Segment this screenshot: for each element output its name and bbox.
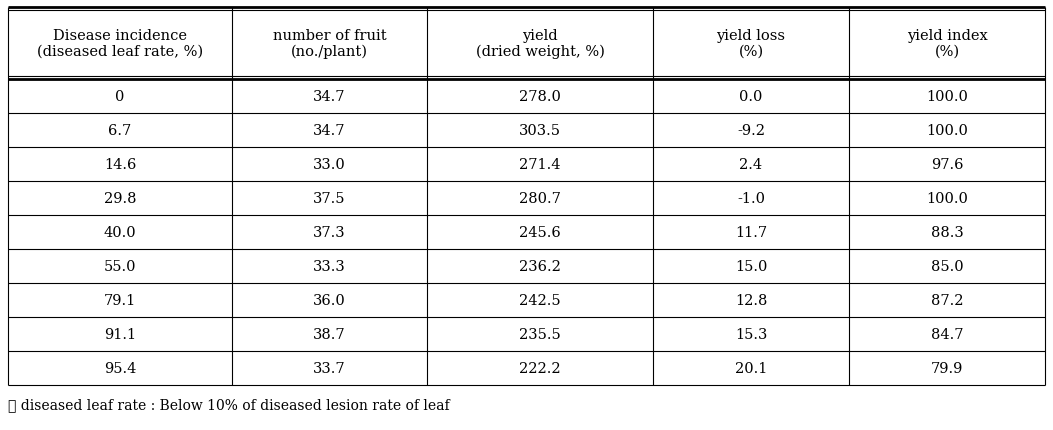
Text: 88.3: 88.3 xyxy=(931,225,963,240)
Text: 33.3: 33.3 xyxy=(313,259,345,273)
Text: 91.1: 91.1 xyxy=(104,327,136,341)
Text: 242.5: 242.5 xyxy=(519,293,561,307)
Text: 34.7: 34.7 xyxy=(313,124,345,138)
Text: -1.0: -1.0 xyxy=(737,191,766,206)
Text: 15.3: 15.3 xyxy=(735,327,768,341)
Text: 37.5: 37.5 xyxy=(313,191,345,206)
Text: 278.0: 278.0 xyxy=(519,90,561,104)
Text: 14.6: 14.6 xyxy=(104,158,136,172)
Text: number of fruit
(no./plant): number of fruit (no./plant) xyxy=(273,29,386,59)
Text: 6.7: 6.7 xyxy=(108,124,132,138)
Text: 38.7: 38.7 xyxy=(313,327,345,341)
Text: 36.0: 36.0 xyxy=(313,293,345,307)
Text: 40.0: 40.0 xyxy=(103,225,136,240)
Text: 55.0: 55.0 xyxy=(104,259,136,273)
Text: 29.8: 29.8 xyxy=(104,191,136,206)
Text: 100.0: 100.0 xyxy=(926,90,968,104)
Text: 280.7: 280.7 xyxy=(519,191,561,206)
Text: 84.7: 84.7 xyxy=(931,327,963,341)
Text: 34.7: 34.7 xyxy=(313,90,345,104)
Text: Disease incidence
(diseased leaf rate, %): Disease incidence (diseased leaf rate, %… xyxy=(37,29,203,59)
Text: 97.6: 97.6 xyxy=(931,158,963,172)
Text: 235.5: 235.5 xyxy=(519,327,561,341)
Text: 20.1: 20.1 xyxy=(735,361,768,375)
Text: 100.0: 100.0 xyxy=(926,124,968,138)
Text: 271.4: 271.4 xyxy=(519,158,561,172)
Text: 12.8: 12.8 xyxy=(735,293,768,307)
Text: 79.1: 79.1 xyxy=(104,293,136,307)
Text: 33.7: 33.7 xyxy=(313,361,345,375)
Text: yield
(dried weight, %): yield (dried weight, %) xyxy=(476,29,604,59)
Text: ※ diseased leaf rate : Below 10% of diseased lesion rate of leaf: ※ diseased leaf rate : Below 10% of dise… xyxy=(8,397,450,411)
Text: 100.0: 100.0 xyxy=(926,191,968,206)
Text: 0.0: 0.0 xyxy=(739,90,762,104)
Text: 87.2: 87.2 xyxy=(931,293,963,307)
Text: 85.0: 85.0 xyxy=(931,259,963,273)
Text: yield loss
(%): yield loss (%) xyxy=(716,29,786,59)
Text: 245.6: 245.6 xyxy=(519,225,561,240)
Text: 95.4: 95.4 xyxy=(104,361,136,375)
Text: 0: 0 xyxy=(116,90,124,104)
Text: 2.4: 2.4 xyxy=(739,158,762,172)
Text: 15.0: 15.0 xyxy=(735,259,768,273)
Text: 37.3: 37.3 xyxy=(313,225,345,240)
Text: 236.2: 236.2 xyxy=(519,259,561,273)
Text: 11.7: 11.7 xyxy=(735,225,767,240)
Text: yield index
(%): yield index (%) xyxy=(907,29,988,59)
Text: 222.2: 222.2 xyxy=(519,361,561,375)
Text: 79.9: 79.9 xyxy=(931,361,963,375)
Text: 33.0: 33.0 xyxy=(313,158,345,172)
Text: -9.2: -9.2 xyxy=(737,124,766,138)
Text: 303.5: 303.5 xyxy=(519,124,561,138)
